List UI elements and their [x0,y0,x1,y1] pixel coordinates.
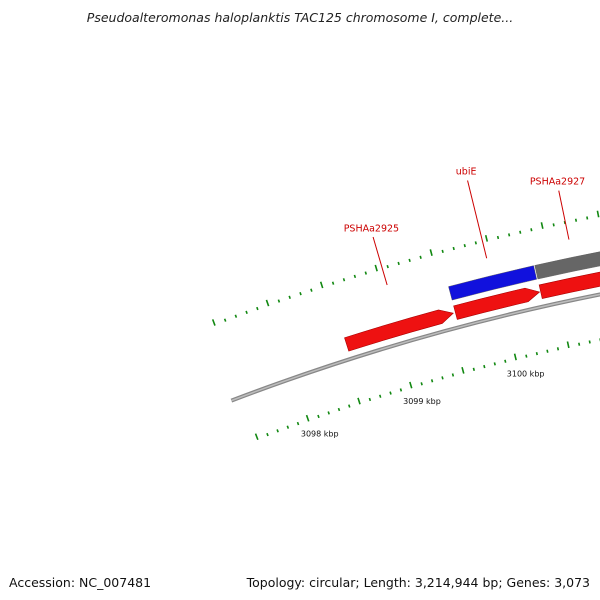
outer-tick [331,281,335,285]
label-leaders [372,180,570,286]
cds-arrow-PSHAa2925 [344,309,454,352]
inner-tick [296,421,300,426]
leader-PSHAa2925 [372,236,388,286]
outer-tick [299,292,302,296]
outer-tick [386,264,389,269]
inner-tick [420,382,423,386]
gene-label-PSHAa2925: PSHAa2925 [344,223,399,234]
inner-tick [472,367,475,371]
outer-tick [596,210,600,218]
inner-tick [588,340,591,344]
inner-tick [493,362,496,366]
inner-tick [399,388,403,392]
outer-tick [277,299,281,303]
map-title: Pseudoalteromonas haloplanktis TAC125 ch… [86,10,514,25]
topology-summary: Topology: circular; Length: 3,214,944 bp… [246,575,590,590]
inner-tick [556,347,560,351]
inner-tick [305,414,310,422]
inner-tick [461,366,465,374]
cog-track [448,251,600,301]
outer-tick [265,299,270,307]
inner-tick [566,341,570,349]
inner-tick [368,397,372,402]
outer-tick [429,249,433,256]
leader-ubiE [467,180,488,259]
outer-tick [552,223,555,227]
outer-tick [374,264,378,272]
outer-tick [234,314,238,318]
outer-tick [563,220,566,225]
outer-tick [540,222,544,229]
outer-tick [211,319,216,326]
outer-tick [496,235,500,240]
outer-tick [463,244,466,248]
outer-tick [342,278,346,282]
outer-tick [364,271,368,275]
scale-label-3100: 3100 kbp [507,369,545,378]
inner-tick [513,353,517,361]
inner-tick [327,411,330,415]
inner-tick [578,342,581,346]
outer-tick [288,295,291,300]
outer-tick [519,230,522,234]
inner-tick [430,379,434,383]
outer-tick [574,218,578,222]
inner-tick [409,381,413,389]
outer-tick [245,310,248,315]
outer-tick [397,261,400,266]
inner-tick [276,429,279,433]
outer-tick [319,281,324,289]
leader-PSHAa2927 [558,190,570,240]
inner-tick [451,373,455,377]
outer-tick [223,318,227,322]
inner-tick [266,432,269,437]
inner-tick [348,404,351,408]
outer-tick [530,228,533,232]
inner-tick [254,433,259,441]
outer-tick [474,241,477,245]
tick-marks [211,210,600,441]
cog-block-ubiE [448,265,537,301]
outer-tick [419,255,422,259]
inner-tick [504,359,507,363]
inner-tick [337,407,341,412]
inner-tick [379,394,382,398]
outer-tick [353,274,357,279]
genome-backbone [230,292,600,403]
outer-tick [507,233,511,237]
outer-tick [310,288,313,292]
cds-arrow-PSHAa2927 [538,271,600,299]
inner-tick [546,349,549,353]
inner-tick [357,397,361,405]
inner-tick [483,364,486,369]
outer-tick [484,234,489,242]
gene-label-ubiE: ubiE [456,167,477,178]
cog-block-PSHAa2927 [534,251,600,280]
gene-label-PSHAa2927: PSHAa2927 [530,177,585,188]
outer-tick [408,258,411,263]
inner-tick [441,376,444,380]
inner-tick [535,352,538,356]
scale-label-3099: 3099 kbp [403,397,441,406]
scale-label-3098: 3098 kbp [301,430,339,439]
inner-tick [525,354,528,358]
cds-track [344,271,600,352]
backbone-highlight [231,293,600,402]
inner-tick [317,414,320,419]
outer-tick [256,306,259,311]
outer-tick [586,216,589,220]
inner-tick [286,425,290,429]
outer-tick [452,246,455,251]
accession-text: Accession: NC_007481 [9,575,152,590]
cds-arrow-ubiE [453,287,541,320]
outer-tick [441,249,444,254]
inner-tick [389,391,392,395]
gene-labels: PSHAa2925ubiEPSHAa2927ubiBtatAPSHAa2930t… [344,167,586,235]
